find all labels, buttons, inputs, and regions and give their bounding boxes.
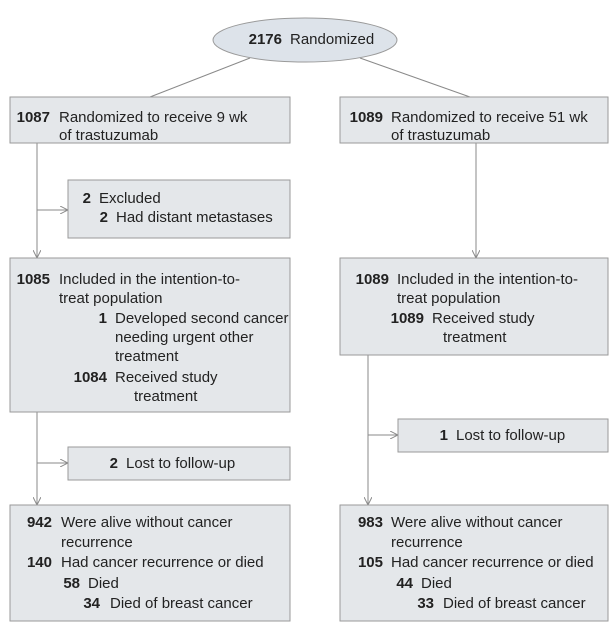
count: 1085 xyxy=(17,271,50,288)
count: 1 xyxy=(99,310,107,327)
label: Were alive without cancer xyxy=(391,514,562,531)
box xyxy=(339,504,609,622)
box xyxy=(67,179,291,239)
label: Had distant metastases xyxy=(116,209,273,226)
label: Included in the intention-to- xyxy=(397,271,578,288)
count: 942 xyxy=(27,514,52,531)
connector xyxy=(149,57,251,98)
label: treat population xyxy=(397,290,500,307)
count: 105 xyxy=(358,554,383,571)
label: Randomized to receive 51 wk xyxy=(391,109,588,126)
box xyxy=(339,96,609,144)
label: Randomized to receive 9 wk xyxy=(59,109,248,126)
count: 44 xyxy=(396,575,413,592)
count: 33 xyxy=(417,595,434,612)
label: needing urgent other xyxy=(115,329,253,346)
label: Received study xyxy=(115,369,218,386)
boxes xyxy=(9,17,609,622)
count: 1087 xyxy=(17,109,50,126)
label: treatment xyxy=(115,348,179,365)
randomized-node xyxy=(212,17,398,63)
count: 1 xyxy=(440,427,448,444)
count: 34 xyxy=(83,595,100,612)
label: recurrence xyxy=(391,534,463,551)
count: 2 xyxy=(100,209,108,226)
label: of trastuzumab xyxy=(59,127,158,144)
label: Randomized xyxy=(290,31,374,48)
label: Died of breast cancer xyxy=(443,595,586,612)
label: Died of breast cancer xyxy=(110,595,253,612)
box-texts: 2176 Randomized 1087 Randomized to receive … xyxy=(17,31,594,612)
label: Died xyxy=(421,575,452,592)
count: 2 xyxy=(83,190,91,207)
label: treat population xyxy=(59,290,162,307)
label: Died xyxy=(88,575,119,592)
count: 140 xyxy=(27,554,52,571)
label: Lost to follow-up xyxy=(126,455,235,472)
label: Were alive without cancer xyxy=(61,514,232,531)
count: 983 xyxy=(358,514,383,531)
label: Had cancer recurrence or died xyxy=(391,554,594,571)
label: Lost to follow-up xyxy=(456,427,565,444)
count: 1089 xyxy=(356,271,389,288)
box xyxy=(9,96,291,144)
box xyxy=(9,504,291,622)
box xyxy=(9,257,291,413)
box xyxy=(397,418,609,453)
label: Had cancer recurrence or died xyxy=(61,554,264,571)
count: 2176 xyxy=(249,31,282,48)
box xyxy=(339,257,609,356)
label: Excluded xyxy=(99,190,161,207)
connector xyxy=(359,57,471,98)
label: of trastuzumab xyxy=(391,127,490,144)
count: 1089 xyxy=(350,109,383,126)
count: 1084 xyxy=(74,369,108,386)
label: Developed second cancer xyxy=(115,310,288,327)
label: treatment xyxy=(134,388,198,405)
label: treatment xyxy=(443,329,507,346)
connectors xyxy=(37,57,476,504)
box xyxy=(67,446,291,481)
label: Included in the intention-to- xyxy=(59,271,240,288)
label: Received study xyxy=(432,310,535,327)
count: 58 xyxy=(63,575,80,592)
count: 1089 xyxy=(391,310,424,327)
label: recurrence xyxy=(61,534,133,551)
count: 2 xyxy=(110,455,118,472)
